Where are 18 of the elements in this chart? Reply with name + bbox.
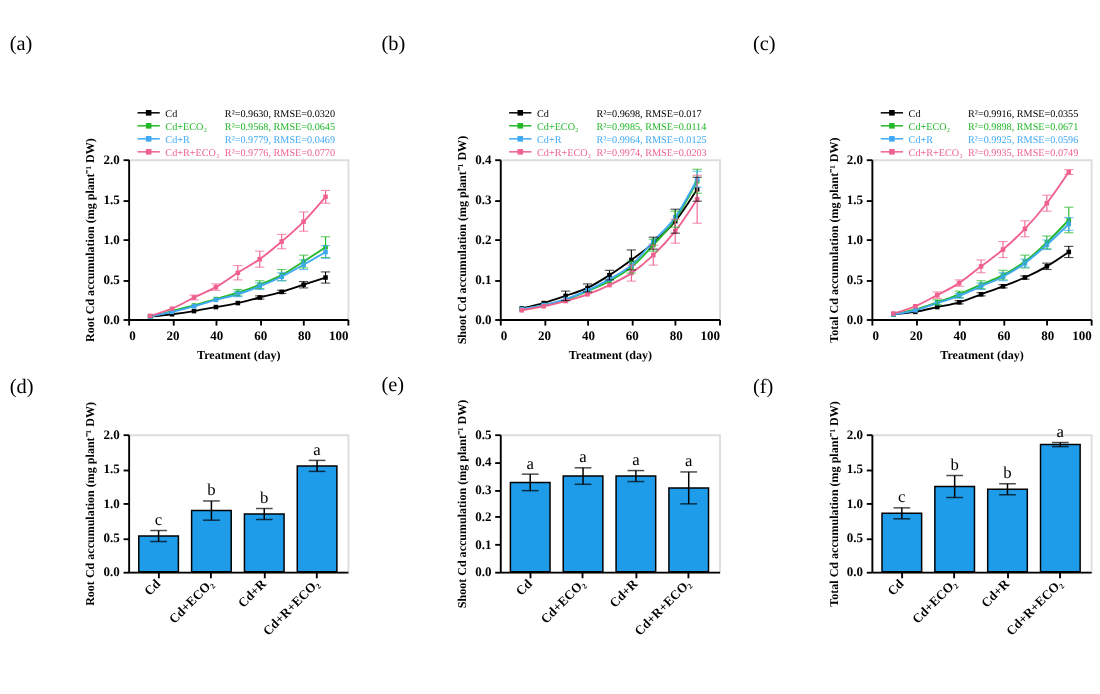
chart-title: (e): [381, 375, 405, 398]
annotation: c: [154, 510, 163, 529]
annotation: a: [313, 440, 322, 459]
chart-title: (b): [381, 33, 406, 56]
annotation: a: [579, 448, 588, 467]
annotation: a: [526, 454, 535, 473]
annotation: c: [898, 488, 907, 507]
annotation: b: [260, 488, 269, 507]
chart-title: (d): [9, 377, 34, 400]
annotation: a: [1056, 422, 1065, 441]
annotation: a: [632, 450, 641, 469]
annotation: b: [207, 481, 216, 500]
annotation: b: [1003, 464, 1012, 483]
chart-title: (f): [753, 376, 774, 399]
annotation: a: [684, 452, 693, 471]
annotation: b: [950, 455, 959, 474]
chart-title: (c): [753, 33, 776, 56]
chart-title: (a): [9, 33, 33, 56]
